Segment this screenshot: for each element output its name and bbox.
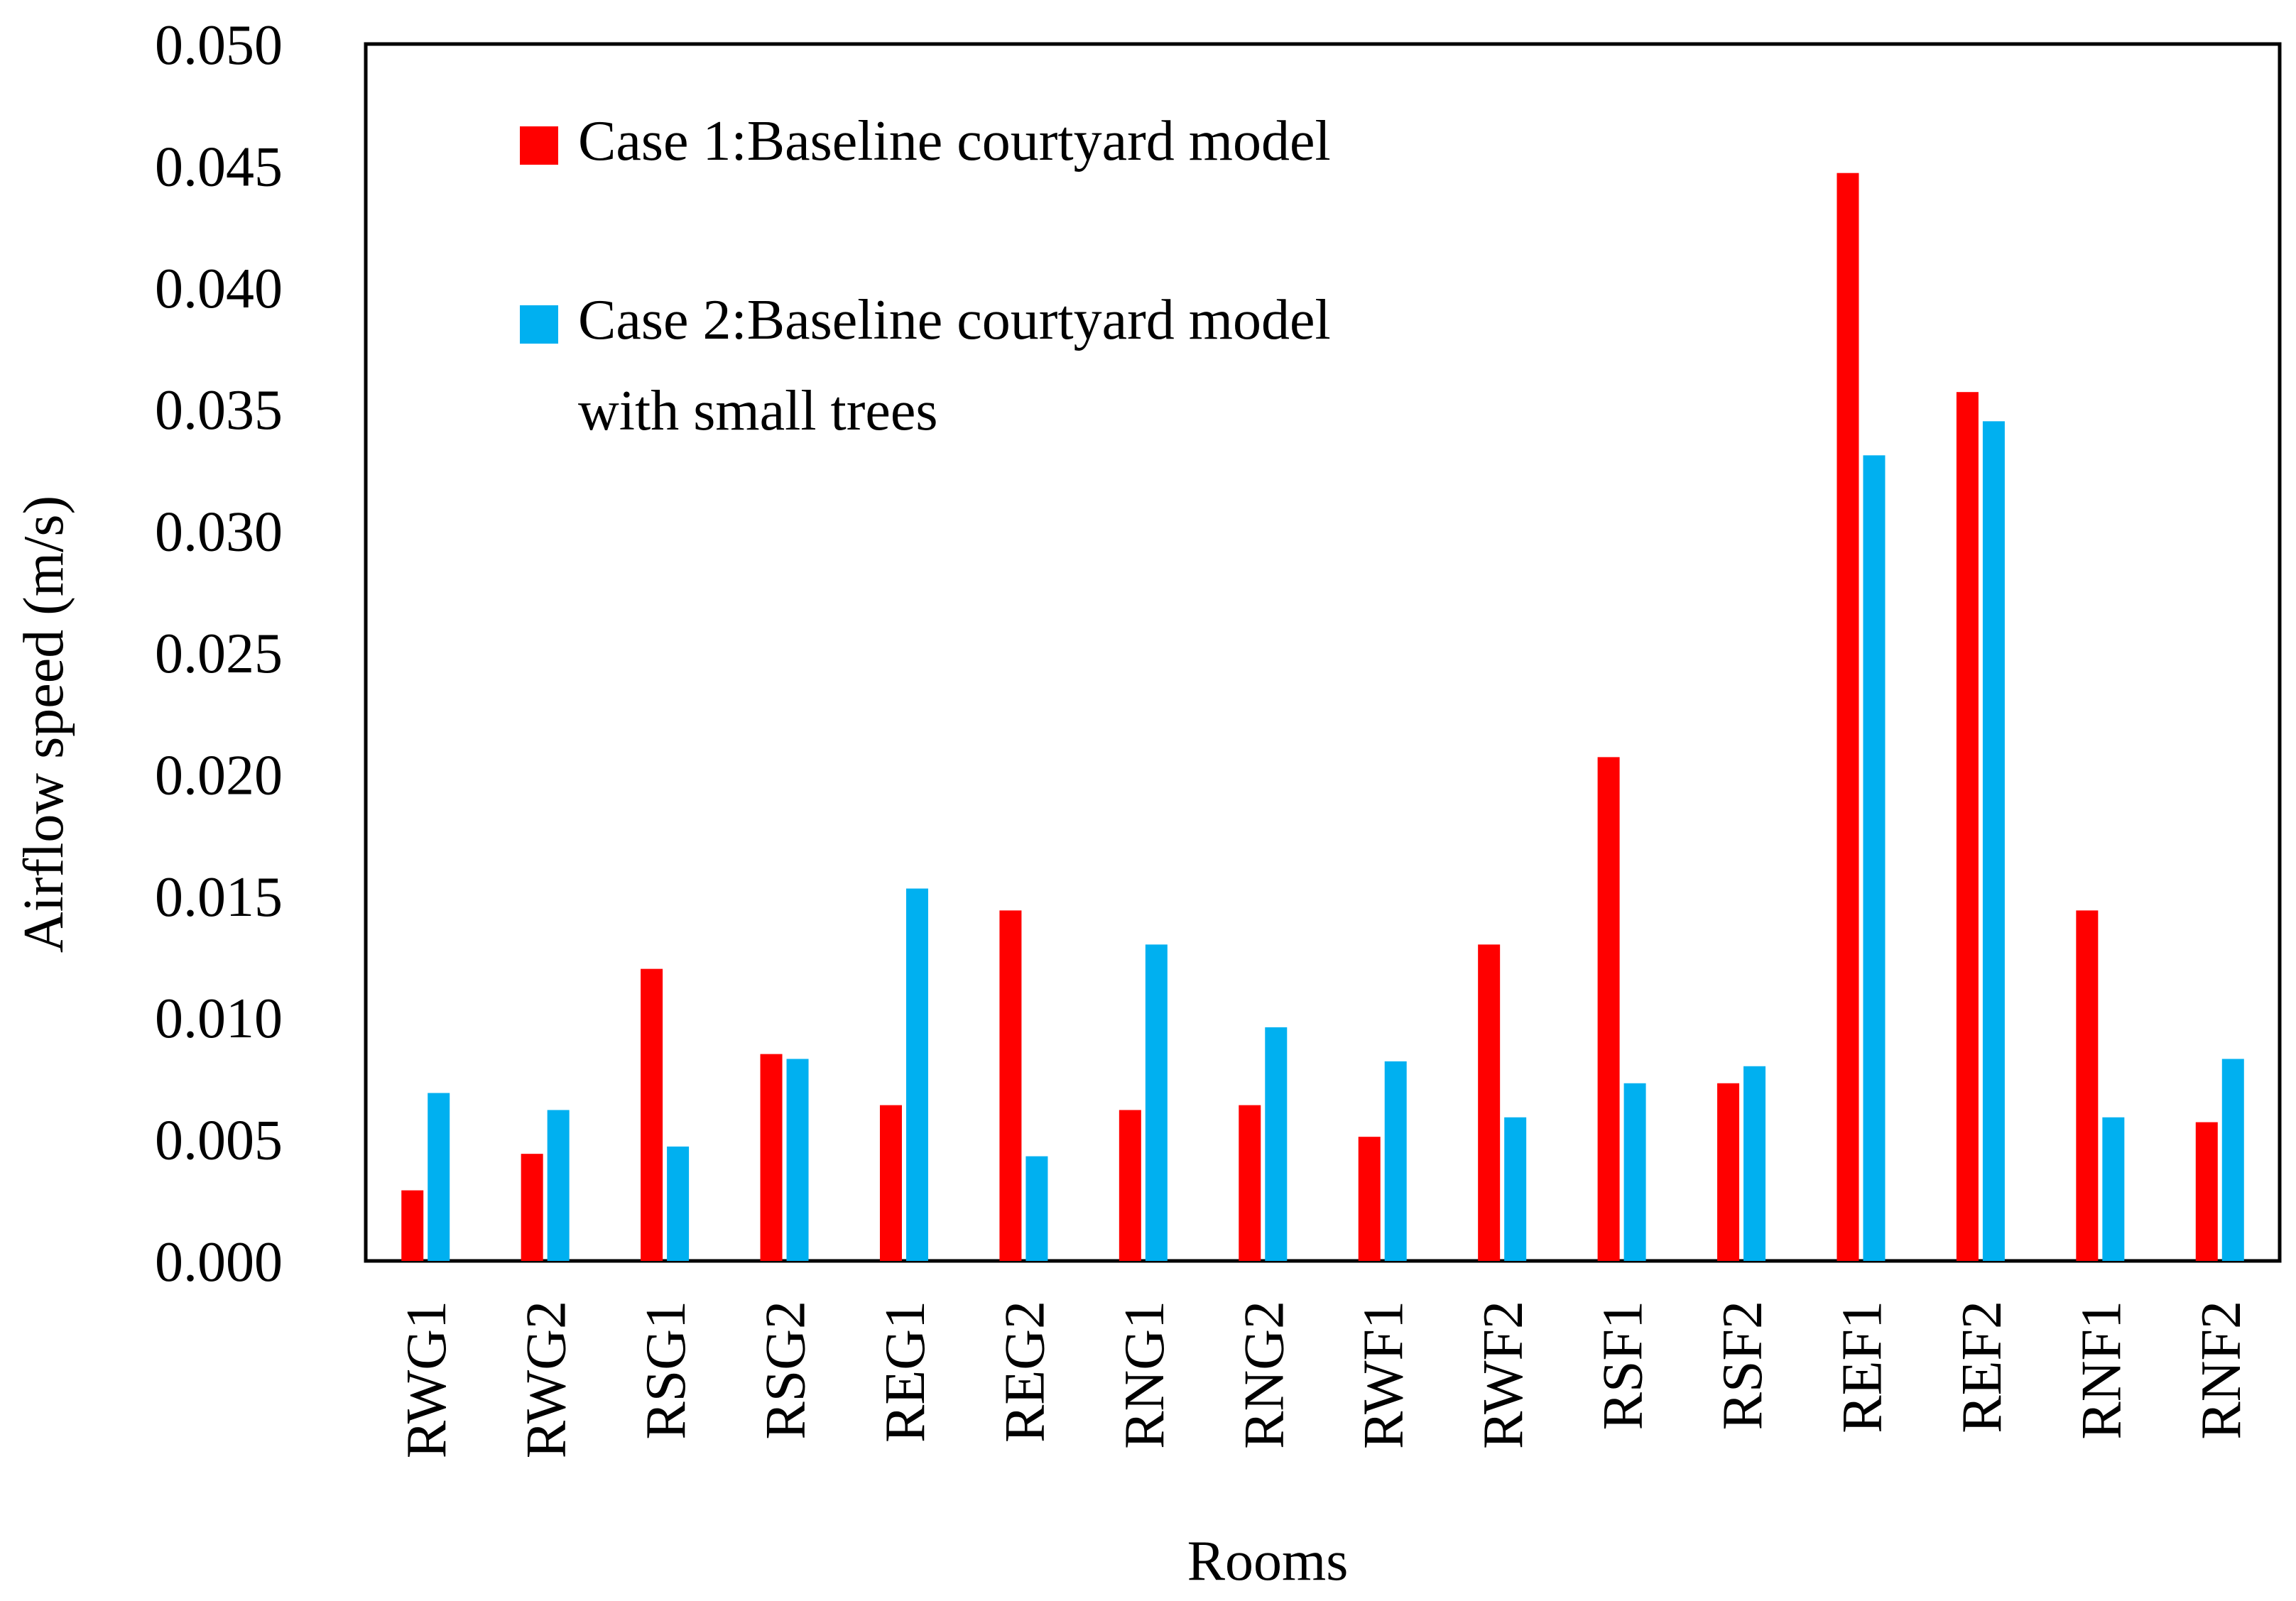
bar-case1-rsf1 <box>1597 757 1620 1261</box>
x-tick-label: RWF2 <box>1472 1301 1535 1449</box>
bar-case1-ref1 <box>1837 173 1859 1262</box>
legend-label-case2: Case 2:Baseline courtyard model <box>578 289 1331 351</box>
x-tick-label: RSG1 <box>635 1301 697 1440</box>
bar-case2-reg2 <box>1025 1156 1048 1261</box>
bar-case2-rwf1 <box>1384 1061 1407 1261</box>
y-axis-ticks: 0.000 0.005 0.010 0.015 0.020 0.025 0.030 0.035… <box>155 14 283 1294</box>
bar-case2-rwf2 <box>1504 1117 1527 1261</box>
y-tick-label: 0.000 <box>155 1231 283 1294</box>
x-tick-label: RSG2 <box>755 1301 817 1440</box>
bar-case2-ref1 <box>1863 455 1886 1261</box>
x-tick-label: RWF1 <box>1353 1301 1415 1449</box>
y-tick-label: 0.025 <box>155 623 283 685</box>
bar-case1-rwf1 <box>1358 1137 1381 1261</box>
legend: Case 1:Baseline courtyard model Case 2:B… <box>520 110 1331 442</box>
legend-swatch-case1 <box>520 126 558 165</box>
x-axis-title: Rooms <box>1187 1530 1349 1592</box>
x-tick-label: RWG1 <box>396 1301 458 1458</box>
y-axis-title: Airflow speed (m/s) <box>13 496 75 953</box>
bar-case1-rnf1 <box>2076 910 2099 1261</box>
x-tick-label: RSF2 <box>1712 1301 1774 1430</box>
bar-case2-rsf1 <box>1623 1083 1646 1261</box>
bar-case2-ref2 <box>1982 421 2005 1261</box>
y-tick-label: 0.030 <box>155 501 283 564</box>
x-axis-ticks: RWG1 RWG2 RSG1 RSG2 REG1 REG2 RNG1 RNG2 RWF1 RWF2… <box>396 1301 2253 1458</box>
bar-case1-rsg1 <box>641 968 663 1261</box>
y-tick-label: 0.035 <box>155 379 283 442</box>
y-tick-label: 0.040 <box>155 258 283 320</box>
bar-case2-rwg1 <box>428 1093 450 1261</box>
bar-case1-rsf2 <box>1717 1083 1740 1261</box>
y-tick-label: 0.050 <box>155 14 283 77</box>
bar-case1-rwg1 <box>401 1190 424 1261</box>
x-tick-label: RWG2 <box>516 1301 578 1458</box>
y-tick-label: 0.015 <box>155 866 283 929</box>
bar-case1-rng1 <box>1119 1110 1141 1261</box>
bar-case2-rng2 <box>1265 1027 1288 1261</box>
x-tick-label: REF2 <box>1951 1301 2013 1433</box>
bar-case2-rsf2 <box>1743 1066 1766 1261</box>
x-tick-label: RNG2 <box>1233 1301 1295 1449</box>
x-tick-label: RSF1 <box>1592 1301 1655 1430</box>
x-tick-label: REG2 <box>994 1301 1056 1443</box>
bar-case1-reg2 <box>999 910 1022 1261</box>
bar-case1-rsg2 <box>760 1054 783 1261</box>
x-tick-label: REG1 <box>874 1301 937 1443</box>
y-tick-label: 0.010 <box>155 988 283 1050</box>
x-tick-label: RNG1 <box>1114 1301 1176 1449</box>
bar-case1-rng2 <box>1239 1105 1261 1261</box>
bar-case2-reg1 <box>905 888 928 1261</box>
x-tick-label: REF1 <box>1831 1301 1893 1433</box>
x-tick-label: RNF2 <box>2190 1301 2253 1440</box>
bar-case1-rwf2 <box>1478 944 1501 1261</box>
legend-label-case1: Case 1:Baseline courtyard model <box>578 110 1331 173</box>
bars-group <box>401 173 2244 1262</box>
y-tick-label: 0.020 <box>155 744 283 807</box>
bar-case1-ref2 <box>1956 392 1979 1261</box>
bar-case2-rwg2 <box>547 1110 570 1261</box>
bar-case2-rnf2 <box>2221 1059 2244 1261</box>
x-tick-label: RNF1 <box>2070 1301 2133 1440</box>
y-tick-label: 0.045 <box>155 136 283 198</box>
bar-case2-rsg1 <box>667 1146 690 1261</box>
plot-area-frame <box>364 42 2282 1263</box>
bar-case1-reg1 <box>879 1105 902 1261</box>
y-tick-label: 0.005 <box>155 1110 283 1172</box>
legend-label-case2-line2: with small trees <box>578 380 938 442</box>
bar-case2-rsg2 <box>786 1059 809 1261</box>
bar-case2-rnf1 <box>2102 1117 2125 1261</box>
bar-case1-rwg2 <box>521 1154 543 1261</box>
bar-case2-rng1 <box>1145 944 1168 1261</box>
bar-case1-rnf2 <box>2195 1122 2218 1261</box>
legend-swatch-case2 <box>520 305 558 344</box>
